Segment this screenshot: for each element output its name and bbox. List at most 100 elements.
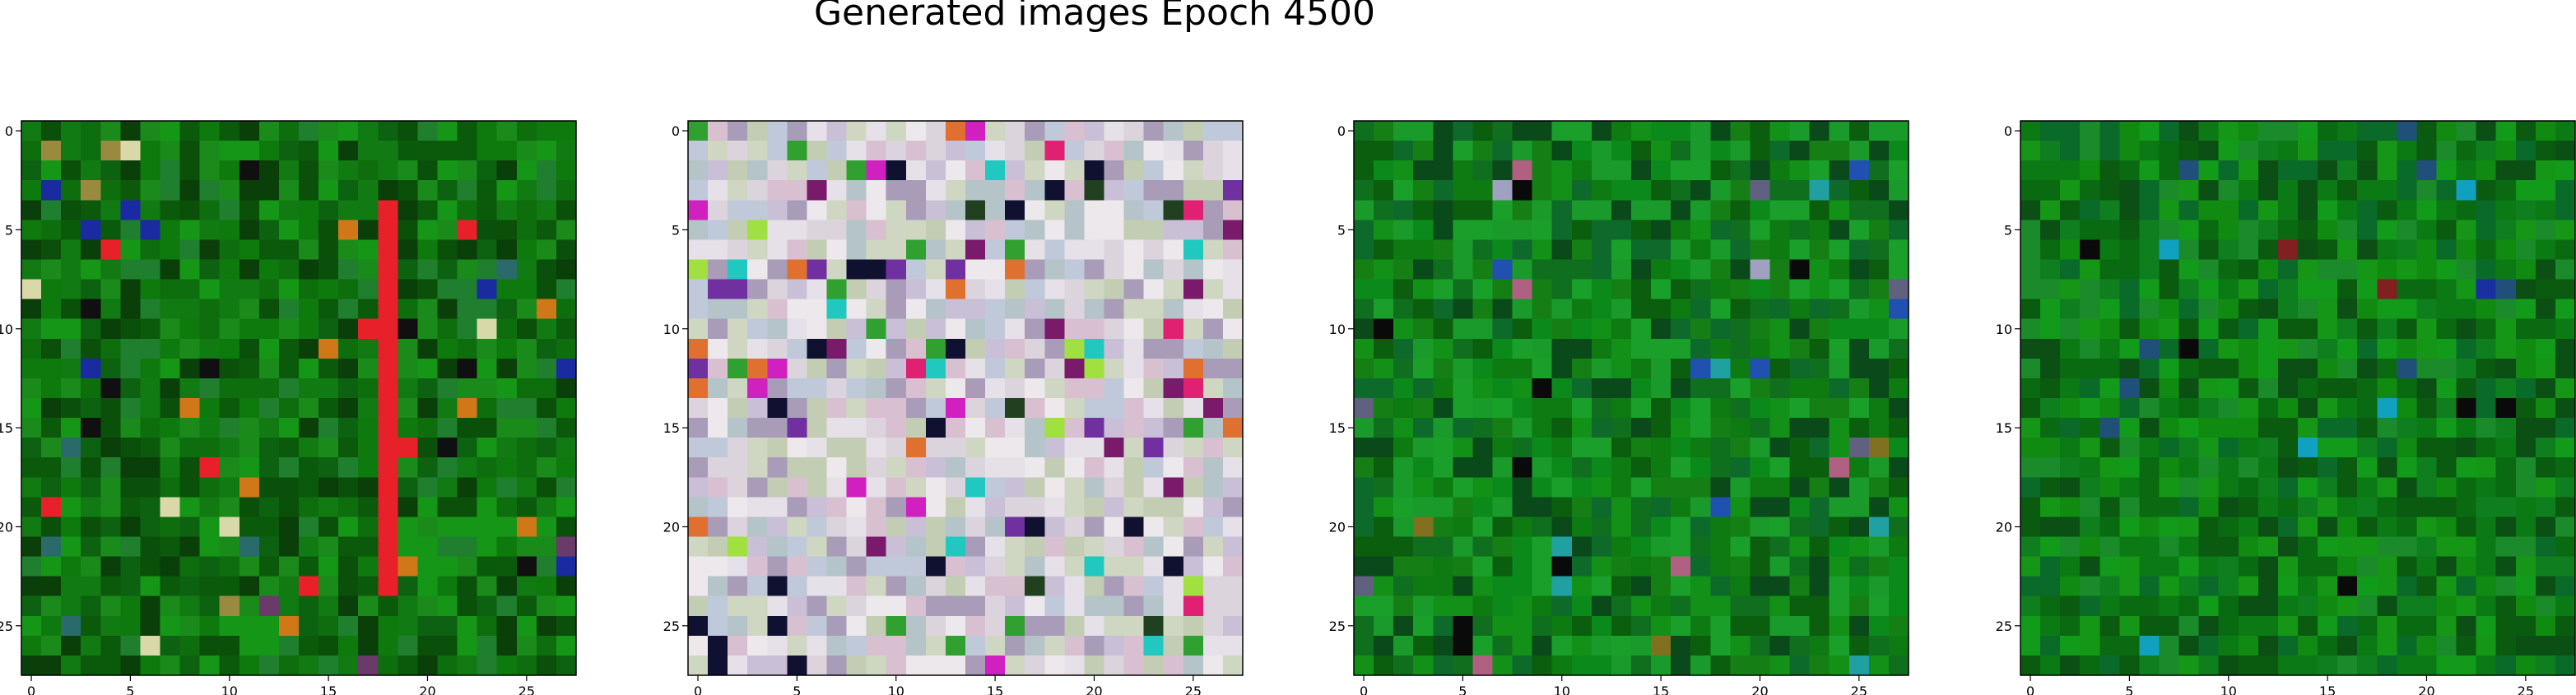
pixel — [279, 418, 300, 438]
pixel — [1532, 577, 1553, 597]
pixel — [556, 180, 577, 201]
pixel — [1374, 220, 1394, 240]
pixel — [1671, 200, 1691, 220]
pixel — [200, 319, 221, 340]
pixel — [1671, 220, 1691, 240]
pixel — [279, 596, 300, 617]
pixel — [259, 180, 280, 201]
pixel — [200, 616, 221, 637]
pixel — [2080, 141, 2100, 161]
pixel — [886, 378, 907, 399]
pixel — [358, 359, 379, 379]
pixel — [1413, 596, 1434, 617]
pixel — [2377, 497, 2397, 517]
pixel — [827, 438, 848, 458]
pixel — [2020, 616, 2041, 637]
pixel — [1830, 160, 1850, 181]
pixel — [2536, 299, 2556, 320]
pixel — [2080, 160, 2100, 181]
pixel — [1223, 299, 1244, 320]
pixel — [787, 557, 807, 577]
pixel — [2199, 557, 2220, 577]
pixel — [1513, 457, 1533, 478]
pixel — [1223, 577, 1244, 597]
pixel — [1044, 339, 1065, 359]
pixel — [2476, 656, 2497, 676]
pixel — [1611, 200, 1632, 220]
pixel — [417, 378, 438, 399]
pixel — [140, 141, 160, 161]
pixel — [61, 616, 81, 637]
pixel — [2119, 319, 2140, 340]
pixel — [2060, 359, 2081, 379]
pixel — [378, 180, 398, 201]
pixel — [787, 299, 807, 320]
pixel — [1889, 180, 1909, 201]
pixel — [2337, 517, 2358, 537]
pixel — [728, 517, 748, 537]
pixel — [21, 477, 42, 498]
pixel — [1374, 200, 1394, 220]
pixel — [1472, 656, 1493, 676]
pixel — [338, 339, 359, 359]
pixel — [2199, 180, 2220, 201]
pixel — [728, 656, 748, 676]
pixel — [2199, 299, 2220, 320]
pixel — [220, 656, 240, 676]
pixel — [1710, 160, 1731, 181]
pixel — [2337, 438, 2358, 458]
pixel — [1044, 398, 1065, 419]
pixel — [2318, 616, 2338, 637]
pixel — [2219, 557, 2239, 577]
pixel — [2298, 398, 2318, 419]
pixel — [827, 319, 848, 340]
pixel — [200, 299, 221, 320]
pixel — [1005, 299, 1025, 320]
pixel — [1203, 200, 1224, 220]
pixel — [100, 359, 121, 379]
pixel — [1203, 656, 1224, 676]
pixel — [497, 121, 518, 141]
pixel — [2258, 141, 2279, 161]
pixel — [1164, 200, 1184, 220]
pixel — [1572, 656, 1593, 676]
pixel — [378, 577, 398, 597]
pixel — [946, 537, 966, 558]
pixel — [1084, 616, 1104, 637]
pixel — [2457, 656, 2477, 676]
pixel — [2337, 299, 2358, 320]
pixel — [398, 656, 418, 676]
pixel — [1354, 239, 1374, 260]
pixel — [338, 418, 359, 438]
pixel — [827, 200, 848, 220]
x-tick-label: 15 — [1653, 683, 1669, 695]
pixel — [2099, 477, 2120, 498]
pixel — [708, 141, 728, 161]
pixel — [378, 636, 398, 656]
pixel — [2020, 180, 2041, 201]
pixel — [886, 121, 907, 141]
pixel — [1513, 359, 1533, 379]
pixel — [867, 457, 887, 478]
pixel — [1183, 299, 1204, 320]
pixel — [1104, 319, 1125, 340]
pixel — [747, 636, 768, 656]
pixel — [1869, 220, 1890, 240]
pixel — [1631, 180, 1652, 201]
pixel — [1124, 299, 1145, 320]
pixel — [2397, 378, 2417, 399]
pixel — [1869, 378, 1890, 399]
pixel — [1592, 557, 1612, 577]
pixel — [2219, 319, 2239, 340]
pixel — [807, 359, 827, 379]
pixel — [2476, 497, 2497, 517]
pixel — [1104, 299, 1125, 320]
pixel — [1354, 200, 1374, 220]
pixel — [100, 636, 121, 656]
pixel — [1690, 457, 1711, 478]
pixel — [2337, 121, 2358, 141]
pixel — [299, 656, 319, 676]
pixel — [556, 280, 577, 300]
pixel — [1790, 497, 1811, 517]
